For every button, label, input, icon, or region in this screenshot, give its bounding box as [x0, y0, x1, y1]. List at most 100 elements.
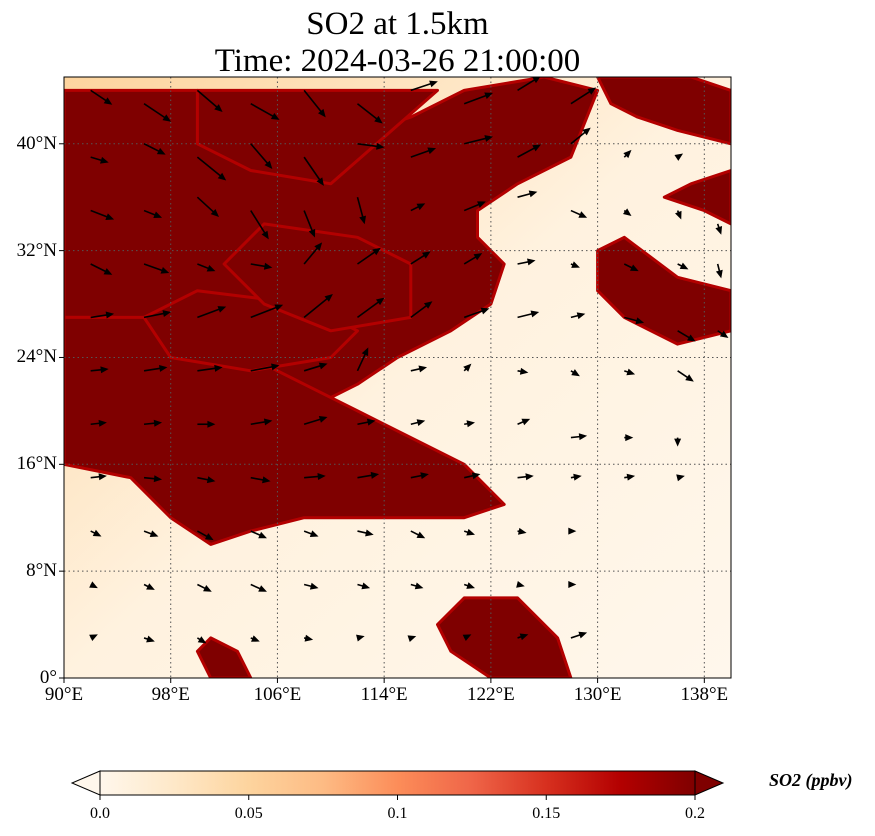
wind-arrow	[357, 582, 371, 590]
wind-arrow	[250, 530, 267, 539]
lon-tick-label: 106°E	[253, 684, 302, 705]
wind-arrow	[624, 316, 645, 325]
wind-arrow	[464, 472, 481, 480]
wind-vectors	[89, 77, 729, 644]
lat-tick-label: 8°N	[26, 560, 57, 582]
wind-arrow	[250, 418, 273, 426]
wind-arrow	[410, 419, 426, 426]
wind-arrow	[197, 530, 214, 541]
wind-arrow	[517, 473, 534, 481]
wind-arrow	[143, 263, 170, 274]
high-so2-region	[195, 88, 439, 186]
wind-arrow	[677, 370, 694, 382]
wind-arrow	[250, 363, 280, 372]
lon-tick-label: 90°E	[44, 684, 84, 705]
wind-arrow	[517, 310, 540, 319]
wind-arrow	[250, 262, 273, 270]
lat-tick-label: 16°N	[16, 453, 57, 475]
wind-arrow	[196, 636, 207, 644]
wind-arrow	[624, 473, 636, 481]
high-so2-region	[195, 636, 253, 678]
wind-arrow	[303, 89, 326, 118]
wind-arrow	[143, 419, 163, 427]
lon-tick-label: 114°E	[360, 684, 408, 705]
colorbar-tick-label: 0.2	[685, 805, 705, 822]
colorbar-body	[99, 770, 696, 796]
wind-arrow	[517, 144, 541, 158]
wind-arrow	[570, 127, 591, 145]
wind-arrow	[356, 347, 369, 372]
wind-arrow	[197, 420, 216, 428]
lon-tick-label: 98°E	[151, 684, 190, 705]
wind-arrow	[674, 437, 682, 447]
wind-arrow	[303, 530, 319, 537]
wind-arrow	[717, 330, 729, 338]
wind-arrow	[143, 635, 155, 643]
wind-arrow	[463, 201, 486, 212]
wind-arrow	[196, 89, 223, 112]
wind-arrow	[357, 418, 376, 426]
wind-arrow	[90, 419, 107, 427]
wind-arrow	[143, 103, 172, 122]
wind-arrow	[464, 135, 493, 145]
wind-arrow	[90, 263, 113, 275]
wind-arrow	[675, 210, 682, 220]
colorbar-tick-label: 0.05	[234, 805, 263, 822]
wind-arrow	[407, 635, 417, 642]
colorbar-label: SO2 (ppbv)	[769, 770, 853, 790]
wind-arrow	[250, 476, 271, 484]
wind-arrow	[715, 263, 723, 279]
wind-arrow	[143, 583, 155, 590]
wind-arrow	[250, 103, 280, 120]
wind-arrow	[517, 367, 529, 375]
wind-arrow	[463, 582, 475, 589]
wind-arrow	[90, 529, 102, 537]
wind-arrow	[197, 263, 216, 272]
wind-arrow	[90, 366, 109, 374]
high-so2-region	[596, 235, 731, 346]
wind-arrow	[570, 433, 588, 441]
wind-arrow	[250, 143, 273, 169]
wind-arrow	[143, 209, 163, 219]
map-gridlines	[64, 77, 731, 678]
wind-arrow	[90, 156, 109, 164]
wind-arrow	[197, 364, 223, 372]
colorbar-extend-min	[70, 770, 101, 796]
wind-arrow	[464, 420, 475, 428]
wind-arrow	[357, 297, 385, 319]
wind-arrow	[677, 330, 696, 342]
wind-arrow	[357, 529, 374, 537]
wind-arrow	[517, 633, 529, 641]
high-so2-region	[596, 77, 731, 146]
lon-tick-label: 138°E	[680, 684, 729, 705]
wind-arrow	[517, 258, 536, 266]
colorbar-tick-label: 0.15	[532, 805, 561, 822]
wind-arrow	[90, 89, 113, 105]
wind-arrow	[90, 473, 107, 481]
wind-arrow	[143, 530, 159, 537]
wind-arrow	[356, 634, 365, 642]
wind-arrow	[410, 301, 433, 319]
wind-arrow	[568, 581, 577, 589]
wind-arrow	[517, 418, 531, 426]
wind-arrow	[517, 77, 541, 92]
wind-arrow	[410, 251, 431, 265]
wind-arrow	[570, 312, 586, 320]
wind-arrow	[463, 253, 483, 265]
wind-arrow	[89, 634, 98, 642]
wind-arrow	[303, 294, 333, 319]
wind-arrow	[89, 581, 98, 589]
lon-tick-label: 122°E	[467, 684, 515, 705]
wind-arrow	[250, 304, 284, 319]
wind-arrow	[570, 473, 582, 481]
wind-arrow	[517, 527, 527, 535]
lat-tick-label: 32°N	[16, 239, 57, 261]
wind-arrow	[463, 92, 493, 105]
wind-arrow	[197, 476, 216, 484]
colorbar-tick-label: 0.1	[387, 805, 408, 822]
wind-arrow	[357, 247, 381, 265]
map-frame	[63, 76, 732, 679]
wind-arrow	[570, 87, 597, 105]
wind-arrow	[622, 208, 632, 216]
